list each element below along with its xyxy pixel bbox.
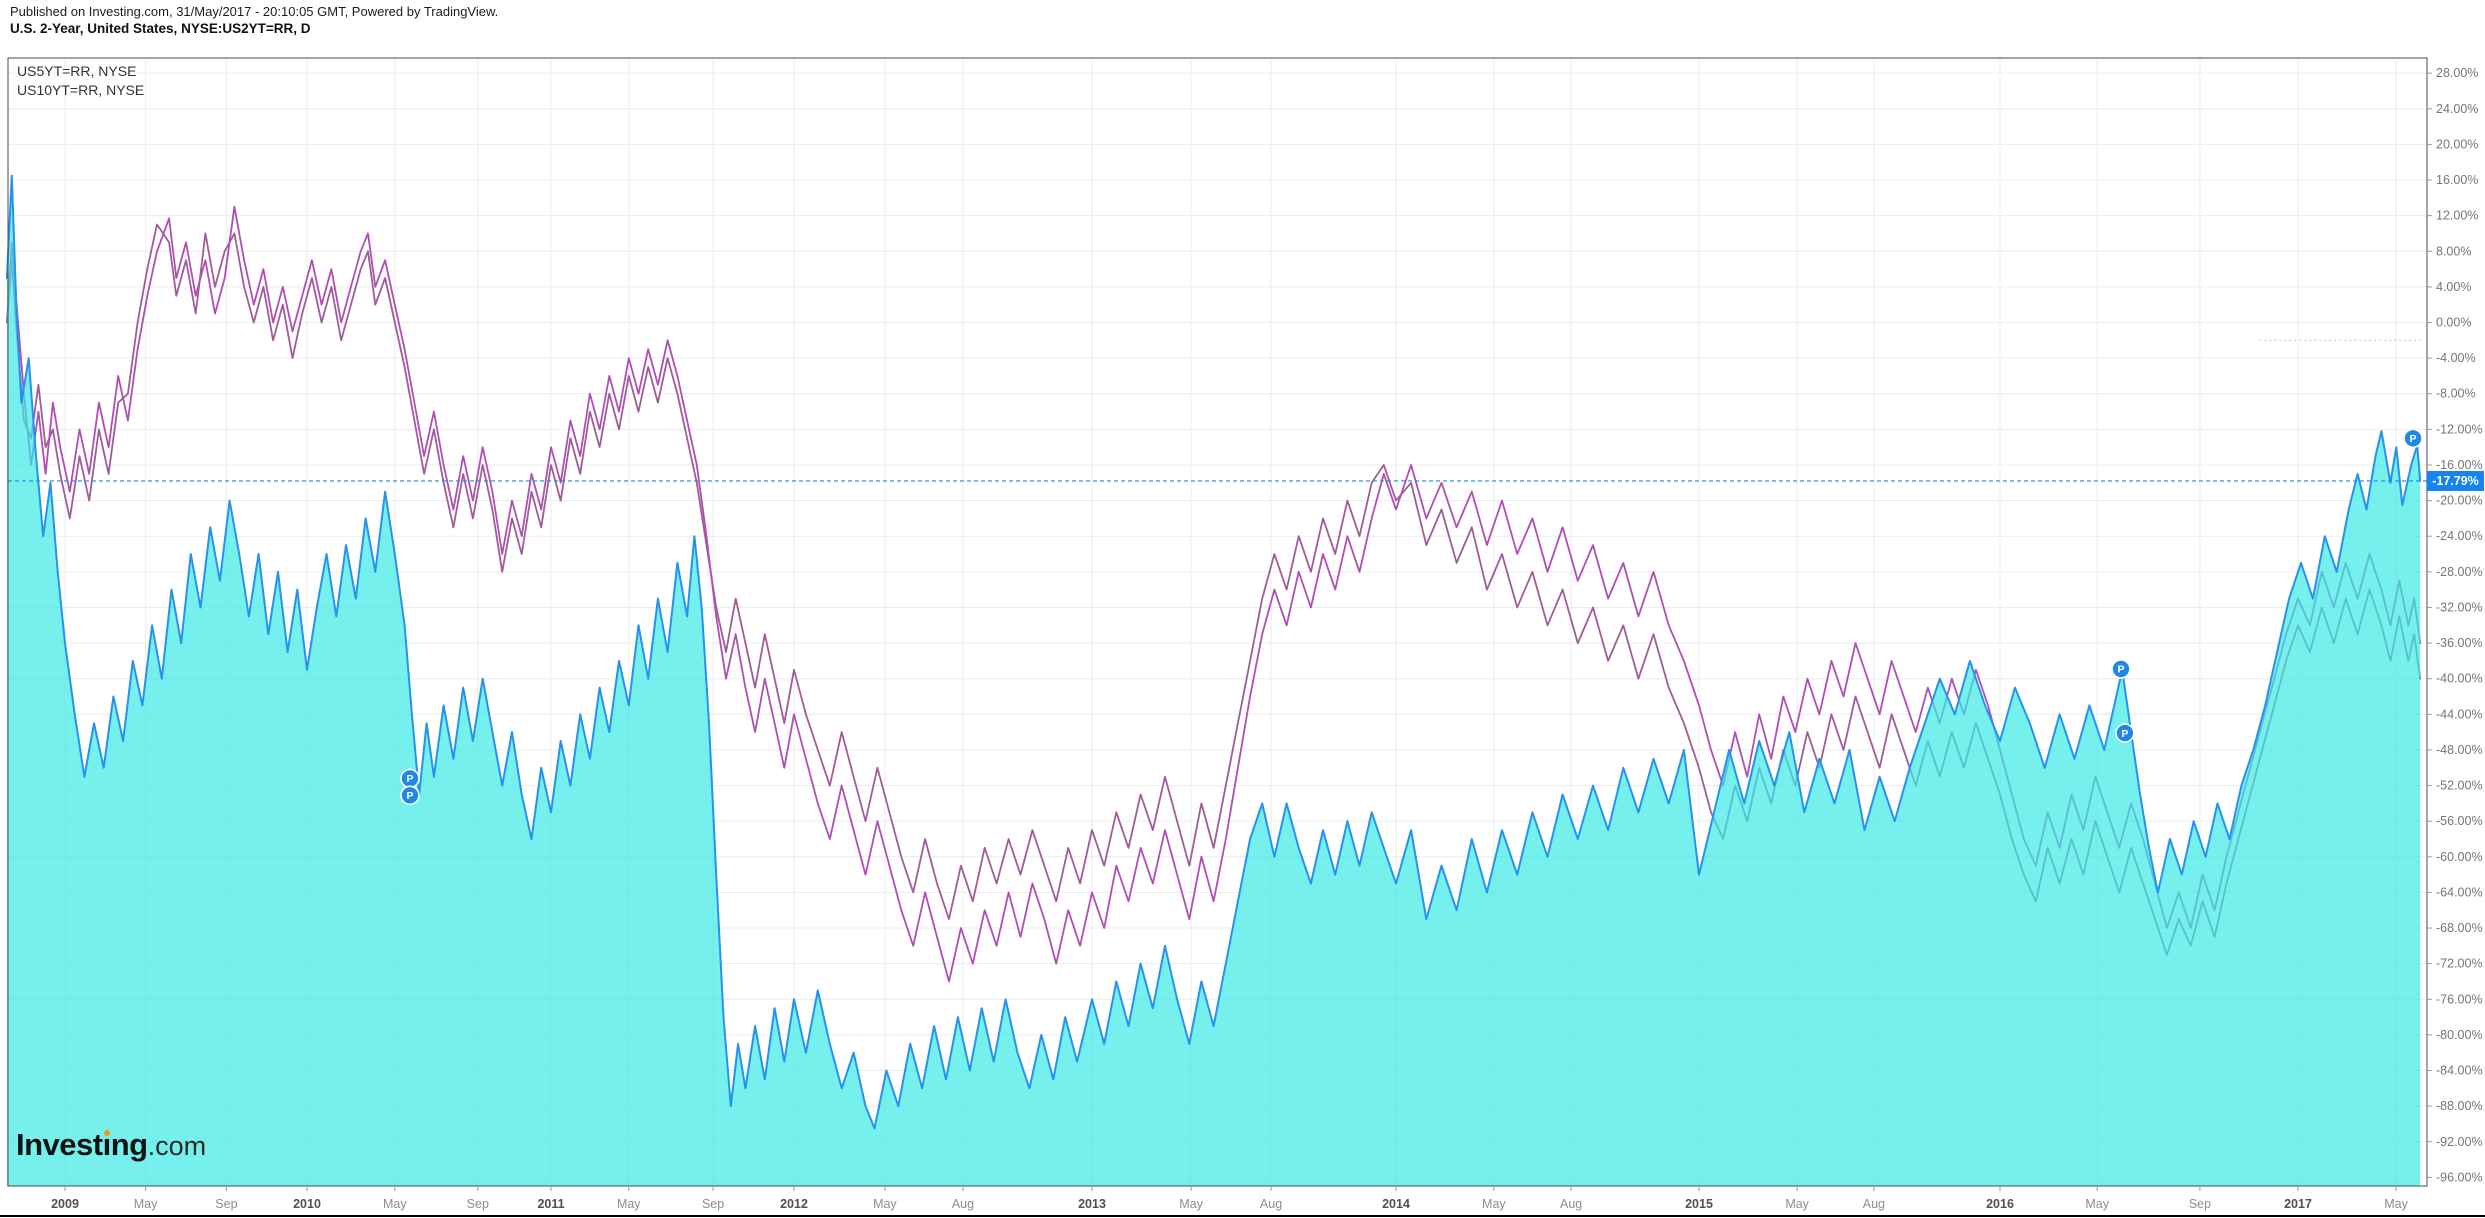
series-lines [5, 174, 2422, 1187]
y-tick-label: -44.00% [2436, 707, 2483, 721]
y-axis: 28.00% 24.00% 20.00% 16.00% 12.00% 8.00% 4.00%… [2427, 66, 2483, 1184]
plot-frame [7, 57, 2428, 1187]
x-tick-label-year: 2009 [51, 1197, 79, 1211]
last-price-badge: -17.79% [2427, 471, 2484, 491]
line-us2yt [5, 174, 2422, 1130]
area-fill-us2yt [6, 175, 2421, 1187]
y-tick-label: 20.00% [2436, 137, 2478, 151]
y-tick-label: -8.00% [2436, 387, 2476, 401]
pin-marker-glyph: P [406, 790, 413, 802]
x-tick-label-month: Sep [215, 1197, 237, 1211]
y-tick-label: -56.00% [2436, 814, 2483, 828]
y-tick-label: -20.00% [2436, 494, 2483, 508]
x-tick-label-month: May [873, 1197, 897, 1211]
x-tick-label-month: May [2384, 1197, 2408, 1211]
pin-marker-icon[interactable] [2115, 723, 2135, 743]
y-tick-label: -72.00% [2436, 957, 2483, 971]
bottom-border [0, 1215, 2485, 1217]
x-tick-label-year: 2017 [2284, 1197, 2312, 1211]
logo-com-suffix: .com [147, 1131, 207, 1161]
x-tick-label-month: Sep [2189, 1197, 2211, 1211]
y-tick-label: 4.00% [2436, 280, 2471, 294]
y-tick-label: -96.00% [2436, 1170, 2483, 1184]
y-tick-label: -52.00% [2436, 779, 2483, 793]
legend-item-us10yt: US10YT=RR, NYSE [17, 82, 145, 98]
x-tick-label-year: 2011 [537, 1197, 564, 1211]
y-tick-label: -64.00% [2436, 885, 2483, 899]
y-tick-label: 28.00% [2436, 66, 2478, 80]
published-line: Published on Investing.com, 31/May/2017 … [10, 4, 499, 19]
y-tick-label: -16.00% [2436, 458, 2483, 472]
pin-marker-glyph: P [406, 773, 413, 785]
investing-logo: Investıng.com [16, 1127, 207, 1162]
x-tick-label-month: May [134, 1197, 158, 1211]
x-tick-label-month: May [383, 1197, 407, 1211]
y-tick-label: -4.00% [2436, 351, 2476, 365]
x-tick-label-month: Aug [1260, 1197, 1282, 1211]
y-tick-label: -84.00% [2436, 1064, 2483, 1078]
x-tick-label-month: May [617, 1197, 641, 1211]
legend-item-us5yt: US5YT=RR, NYSE [17, 63, 137, 79]
y-tick-label: -48.00% [2436, 743, 2483, 757]
x-tick-label-month: Aug [952, 1197, 974, 1211]
x-tick-label-month: Aug [1560, 1197, 1582, 1211]
y-tick-label: -80.00% [2436, 1028, 2483, 1042]
x-tick-label-month: Aug [1863, 1197, 1885, 1211]
y-tick-label: 24.00% [2436, 102, 2478, 116]
y-tick-label: 16.00% [2436, 173, 2478, 187]
y-tick-label: 12.00% [2436, 209, 2478, 223]
x-tick-label-year: 2013 [1078, 1197, 1106, 1211]
pin-marker-glyph: P [2121, 728, 2128, 740]
y-tick-label: -92.00% [2436, 1135, 2483, 1149]
y-tick-label: -28.00% [2436, 565, 2483, 579]
x-tick-label-month: May [1482, 1197, 1506, 1211]
x-tick-label-year: 2014 [1382, 1197, 1410, 1211]
pin-marker-icon[interactable] [2111, 659, 2131, 679]
x-tick-label-month: May [1785, 1197, 1809, 1211]
chart-title: U.S. 2-Year, United States, NYSE:US2YT=R… [10, 21, 311, 36]
x-tick-label-year: 2015 [1685, 1197, 1713, 1211]
pin-marker-icon[interactable] [400, 785, 420, 806]
y-tick-label: -36.00% [2436, 636, 2483, 650]
pin-marker-icon[interactable] [2403, 428, 2423, 449]
y-tick-label: -68.00% [2436, 921, 2483, 935]
pin-marker-glyph: P [2117, 664, 2124, 676]
x-tick-label-year: 2010 [293, 1197, 321, 1211]
y-tick-label: 0.00% [2436, 316, 2471, 330]
y-tick-label: -76.00% [2436, 992, 2483, 1006]
y-tick-label: -40.00% [2436, 672, 2483, 686]
y-tick-label: -12.00% [2436, 422, 2483, 436]
x-axis: 2009 May Sep 2010 May Sep 2011 May Sep 2012 May Aug… [51, 1186, 2409, 1211]
x-tick-label-month: Sep [467, 1197, 489, 1211]
x-tick-label-year: 2016 [1986, 1197, 2014, 1211]
y-tick-label: 8.00% [2436, 244, 2471, 258]
pin-marker-glyph: P [2410, 433, 2417, 445]
x-tick-label-year: 2012 [780, 1197, 808, 1211]
x-tick-label-month: Sep [702, 1197, 724, 1211]
x-tick-label-month: May [2085, 1197, 2109, 1211]
logo-i-orange-dot: ı [102, 1127, 112, 1162]
y-tick-label: -88.00% [2436, 1099, 2483, 1113]
y-tick-label: -24.00% [2436, 529, 2483, 543]
y-tick-label: -60.00% [2436, 850, 2483, 864]
y-tick-label: -32.00% [2436, 600, 2483, 614]
x-tick-label-month: May [1179, 1197, 1203, 1211]
legend: US5YT=RR, NYSE US10YT=RR, NYSE [17, 62, 144, 100]
